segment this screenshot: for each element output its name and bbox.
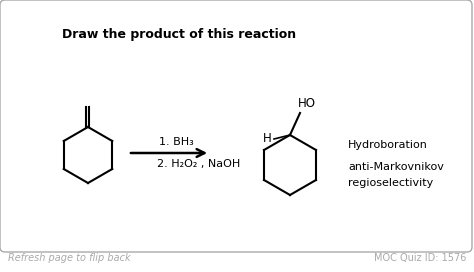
Text: 1. BH₃: 1. BH₃	[159, 137, 194, 147]
Text: H: H	[263, 132, 272, 146]
Text: anti-Markovnikov: anti-Markovnikov	[348, 162, 444, 172]
Text: 2. H₂O₂ , NaOH: 2. H₂O₂ , NaOH	[157, 159, 240, 169]
Text: HO: HO	[298, 97, 316, 110]
FancyBboxPatch shape	[0, 0, 472, 252]
Text: MOC Quiz ID: 1576: MOC Quiz ID: 1576	[374, 253, 466, 263]
Text: Draw the product of this reaction: Draw the product of this reaction	[62, 28, 296, 41]
Text: regioselectivity: regioselectivity	[348, 178, 433, 188]
Text: Refresh page to flip back: Refresh page to flip back	[8, 253, 131, 263]
Text: Hydroboration: Hydroboration	[348, 140, 428, 150]
